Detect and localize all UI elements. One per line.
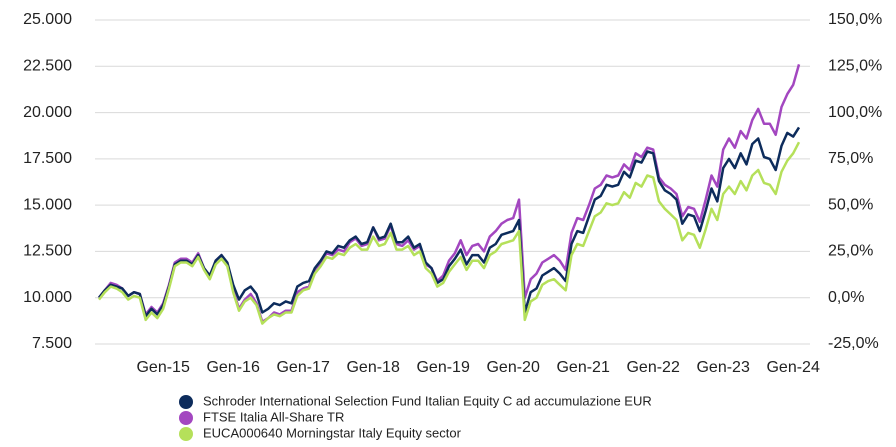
x-tick-label: Gen-15 xyxy=(136,359,189,376)
y2-tick-label: 50,0% xyxy=(828,196,873,213)
legend-label: EUCA000640 Morningstar Italy Equity sect… xyxy=(203,425,462,440)
y2-tick-label: 25,0% xyxy=(828,243,873,260)
y-tick-label: 17.500 xyxy=(23,150,72,167)
y-tick-label: 7.500 xyxy=(32,335,72,352)
y2-tick-label: 0,0% xyxy=(828,289,864,306)
legend-label: FTSE Italia All-Share TR xyxy=(203,409,344,424)
y2-tick-label: 150,0% xyxy=(828,11,882,28)
series-line xyxy=(98,141,801,325)
legend-label: Schroder International Selection Fund It… xyxy=(203,393,652,408)
y2-tick-label: 125,0% xyxy=(828,58,882,75)
y-tick-label: 22.500 xyxy=(23,58,72,75)
x-tick-label: Gen-16 xyxy=(206,359,259,376)
x-tick-label: Gen-23 xyxy=(696,359,749,376)
x-tick-label: Gen-21 xyxy=(556,359,609,376)
y-tick-label: 25.000 xyxy=(23,11,72,28)
y-tick-label: 15.000 xyxy=(23,196,72,213)
y-tick-label: 10.000 xyxy=(23,289,72,306)
x-tick-label: Gen-22 xyxy=(626,359,679,376)
legend-marker xyxy=(179,427,193,441)
y-tick-label: 12.500 xyxy=(23,243,72,260)
series-line xyxy=(98,126,801,318)
series-line xyxy=(98,64,801,324)
legend-marker xyxy=(179,395,193,409)
y-tick-label: 20.000 xyxy=(23,104,72,121)
x-tick-label: Gen-19 xyxy=(416,359,469,376)
y2-tick-label: 75,0% xyxy=(828,150,873,167)
x-tick-label: Gen-20 xyxy=(486,359,539,376)
x-tick-label: Gen-17 xyxy=(276,359,329,376)
legend-marker xyxy=(179,411,193,425)
y2-tick-label: 100,0% xyxy=(828,104,882,121)
y2-tick-label: -25,0% xyxy=(828,335,879,352)
x-tick-label: Gen-24 xyxy=(766,359,819,376)
x-tick-label: Gen-18 xyxy=(346,359,399,376)
